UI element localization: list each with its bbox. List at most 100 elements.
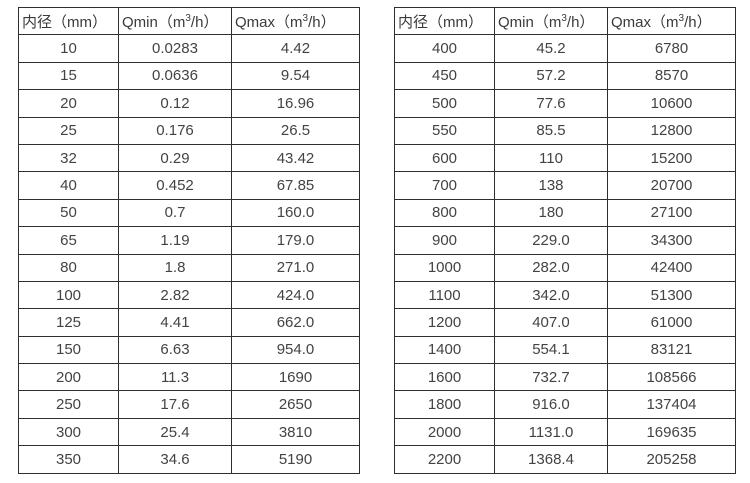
table-row: 80 1.8 271.0	[18, 253, 360, 282]
table-cell: 5190	[231, 445, 360, 474]
table-cell: 0.0636	[118, 61, 232, 91]
table-header-row: 内径（mm） Qmin（m3/h） Qmax（m3/h）	[394, 6, 736, 36]
table-row: 450 57.2 8570	[394, 61, 736, 91]
table-row: 1800 916.0 137404	[394, 390, 736, 419]
table-cell: 8570	[607, 61, 736, 91]
table-cell: 9.54	[231, 61, 360, 91]
table-cell: 27100	[607, 198, 736, 228]
table-cell: 0.452	[118, 171, 232, 200]
table-cell: 65	[18, 226, 119, 255]
table-row: 500 77.6 10600	[394, 89, 736, 118]
table-body: 400 45.2 6780 450 57.2 8570 500 77.6 10600 550 85.…	[394, 34, 736, 474]
table-cell: 20700	[607, 171, 736, 200]
table-row: 2000 1131.0 169635	[394, 417, 736, 447]
table-row: 40 0.452 67.85	[18, 171, 360, 200]
table-cell: 108566	[607, 363, 736, 392]
table-cell: 400	[394, 34, 495, 63]
table-cell: 32	[18, 143, 119, 173]
table-cell: 125	[18, 308, 119, 337]
table-cell: 138	[494, 171, 608, 200]
table-cell: 57.2	[494, 61, 608, 91]
table-row: 125 4.41 662.0	[18, 308, 360, 337]
table-cell: 407.0	[494, 308, 608, 337]
table-row: 32 0.29 43.42	[18, 143, 360, 173]
table-cell: 500	[394, 89, 495, 118]
table-cell: 342.0	[494, 280, 608, 310]
table-cell: 732.7	[494, 363, 608, 392]
table-cell: 0.0283	[118, 34, 232, 63]
table-cell: 4.42	[231, 34, 360, 63]
table-cell: 271.0	[231, 253, 360, 282]
table-cell: 2200	[394, 445, 495, 474]
table-cell: 34.6	[118, 445, 232, 474]
table-cell: 15200	[607, 143, 736, 173]
table-cell: 17.6	[118, 390, 232, 419]
table-cell: 11.3	[118, 363, 232, 392]
table-header-row: 内径（mm） Qmin（m3/h） Qmax（m3/h）	[18, 6, 360, 36]
table-cell: 662.0	[231, 308, 360, 337]
table-row: 700 138 20700	[394, 171, 736, 200]
table-row: 350 34.6 5190	[18, 445, 360, 474]
table-cell: 67.85	[231, 171, 360, 200]
table-cell: 1800	[394, 390, 495, 419]
table-cell: 350	[18, 445, 119, 474]
table-row: 2200 1368.4 205258	[394, 445, 736, 474]
table-cell: 300	[18, 417, 119, 447]
table-cell: 200	[18, 363, 119, 392]
table-cell: 12800	[607, 116, 736, 145]
table-row: 25 0.176 26.5	[18, 116, 360, 145]
table-row: 1200 407.0 61000	[394, 308, 736, 337]
table-cell: 26.5	[231, 116, 360, 145]
flow-table-large-diameters: 内径（mm） Qmin（m3/h） Qmax（m3/h） 400 45.2 6780 45…	[394, 6, 736, 474]
table-cell: 45.2	[494, 34, 608, 63]
table-cell: 25	[18, 116, 119, 145]
table-cell: 800	[394, 198, 495, 228]
table-cell: 1000	[394, 253, 495, 282]
table-cell: 51300	[607, 280, 736, 310]
table-row: 1600 732.7 108566	[394, 363, 736, 392]
column-header: 内径（mm）	[18, 6, 119, 36]
table-cell: 40	[18, 171, 119, 200]
table-cell: 179.0	[231, 226, 360, 255]
table-cell: 20	[18, 89, 119, 118]
table-cell: 600	[394, 143, 495, 173]
table-cell: 77.6	[494, 89, 608, 118]
table-cell: 137404	[607, 390, 736, 419]
table-cell: 2650	[231, 390, 360, 419]
table-row: 15 0.0636 9.54	[18, 61, 360, 91]
table-row: 200 11.3 1690	[18, 363, 360, 392]
table-cell: 85.5	[494, 116, 608, 145]
table-cell: 180	[494, 198, 608, 228]
table-row: 300 25.4 3810	[18, 417, 360, 447]
table-cell: 1100	[394, 280, 495, 310]
column-header: Qmax（m3/h）	[607, 6, 736, 36]
table-cell: 34300	[607, 226, 736, 255]
table-cell: 80	[18, 253, 119, 282]
table-cell: 900	[394, 226, 495, 255]
table-cell: 229.0	[494, 226, 608, 255]
table-cell: 6780	[607, 34, 736, 63]
column-header: Qmax（m3/h）	[231, 6, 360, 36]
table-cell: 554.1	[494, 335, 608, 365]
header-row: 内径（mm） Qmin（m3/h） Qmax（m3/h）	[394, 6, 736, 36]
table-cell: 3810	[231, 417, 360, 447]
table-cell: 160.0	[231, 198, 360, 228]
table-row: 100 2.82 424.0	[18, 280, 360, 310]
table-row: 1000 282.0 42400	[394, 253, 736, 282]
table-cell: 0.29	[118, 143, 232, 173]
table-cell: 0.7	[118, 198, 232, 228]
flow-rate-tables-container: 内径（mm） Qmin（m3/h） Qmax（m3/h） 10 0.0283 4.42 1…	[18, 6, 736, 474]
table-cell: 1600	[394, 363, 495, 392]
column-header: Qmin（m3/h）	[118, 6, 232, 36]
table-cell: 150	[18, 335, 119, 365]
table-cell: 250	[18, 390, 119, 419]
table-cell: 16.96	[231, 89, 360, 118]
table-row: 400 45.2 6780	[394, 34, 736, 63]
table-cell: 25.4	[118, 417, 232, 447]
table-cell: 61000	[607, 308, 736, 337]
table-cell: 1690	[231, 363, 360, 392]
table-cell: 700	[394, 171, 495, 200]
table-row: 900 229.0 34300	[394, 226, 736, 255]
table-cell: 205258	[607, 445, 736, 474]
